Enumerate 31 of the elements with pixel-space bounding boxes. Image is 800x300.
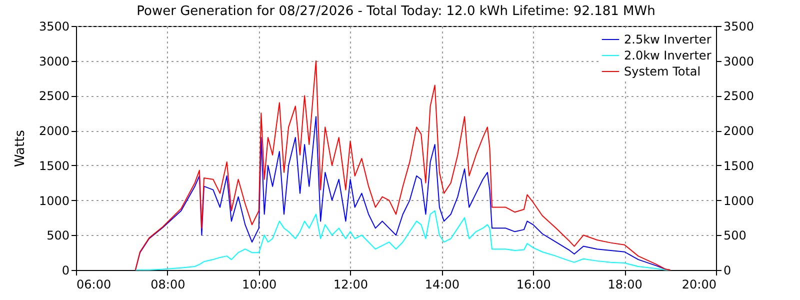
x-tick-label: 08:00 [150,278,186,292]
legend-label: System Total [624,64,701,78]
y2-tick-label: 0 [724,264,732,278]
chart-title: Power Generation for 08/27/2026 - Total Today: 12.0 kWh Lifetime: 92.181 MWh [136,4,656,19]
y-tick-label: 2500 [38,89,70,104]
x-tick-label: 18:00 [608,278,642,292]
y2-tick-label: 3000 [724,54,754,68]
x-tick-label: 16:00 [516,278,551,292]
y2-tick-label: 1000 [724,194,754,208]
y2-tick-label: 3500 [724,20,754,34]
y-tick-label: 500 [46,228,70,243]
y-axis-title: Watts [12,130,28,167]
y-tick-label: 1500 [38,158,70,173]
x-tick-label: 06:00 [76,278,112,292]
y2-tick-label: 1500 [724,158,754,173]
legend-label: 2.0kw Inverter [624,48,712,62]
y-tick-label: 2000 [38,124,70,138]
y2-tick-label: 2000 [724,124,754,138]
x-tick-label: 10:00 [242,278,277,292]
x-tick-label: 14:00 [424,278,460,292]
y-tick-label: 3500 [38,20,70,34]
y2-tick-label: 500 [724,228,746,243]
y-tick-label: 1000 [38,194,70,208]
y-tick-label: 3000 [38,54,70,68]
y2-tick-label: 2500 [724,89,754,104]
line-series [134,210,671,270]
legend-label: 2.5kw Inverter [624,32,712,46]
line-series [134,60,671,270]
y-tick-label: 0 [62,264,70,278]
x-tick-label: 20:00 [682,278,716,292]
x-tick-label: 12:00 [333,278,368,292]
